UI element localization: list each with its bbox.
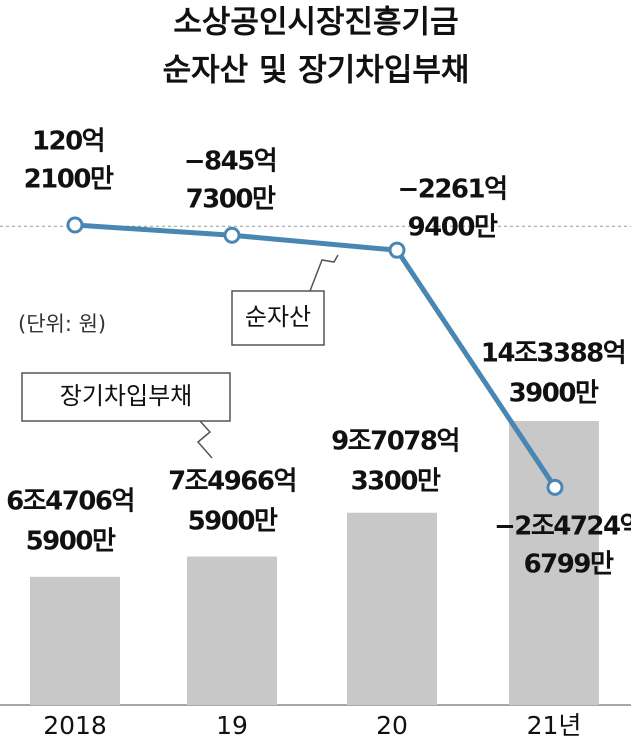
bar [187, 556, 277, 705]
value-label: 9400만 [408, 213, 498, 243]
legend-box [231, 290, 325, 346]
value-label: −845억 [184, 147, 276, 177]
chart-title: 순자산 및 장기차입부채 [163, 53, 470, 89]
x-tick-label: 19 [216, 711, 248, 740]
chart-title: 소상공인시장진흥기금 [173, 5, 458, 41]
marker [388, 241, 406, 259]
bar [347, 512, 437, 705]
unit-label: (단위: 원) [18, 312, 106, 336]
value-label: 14조3388억 [481, 339, 625, 369]
bar [509, 421, 599, 705]
legend-pointer [196, 420, 213, 459]
legend-box [21, 372, 231, 422]
bar [30, 576, 120, 705]
value-label: 5900만 [188, 507, 278, 537]
value-label: 2100만 [24, 165, 114, 195]
x-tick-label: 2018 [43, 711, 107, 740]
value-label: −2261억 [397, 175, 506, 205]
value-label: 5900만 [26, 527, 116, 557]
value-label: −2조4724억 [494, 512, 631, 542]
legend-label: 장기차입부채 [60, 382, 192, 410]
value-label: 6799만 [524, 550, 614, 580]
value-label: 3900만 [509, 379, 599, 409]
x-tick-label: 20 [376, 711, 408, 740]
line [74, 222, 558, 489]
value-label: 120억 [32, 127, 104, 157]
x-tick-label: 21년 [527, 711, 582, 740]
value-label: 3300만 [351, 467, 441, 497]
legend-label: 순자산 [245, 303, 311, 331]
value-label: 7조4966억 [168, 467, 296, 497]
value-label: 6조4706억 [6, 487, 134, 517]
value-label: 7300만 [186, 185, 276, 215]
legend-pointer [309, 254, 339, 292]
marker [223, 226, 241, 244]
marker [546, 478, 564, 496]
value-label: 9조7078억 [331, 427, 459, 457]
marker [66, 216, 84, 234]
